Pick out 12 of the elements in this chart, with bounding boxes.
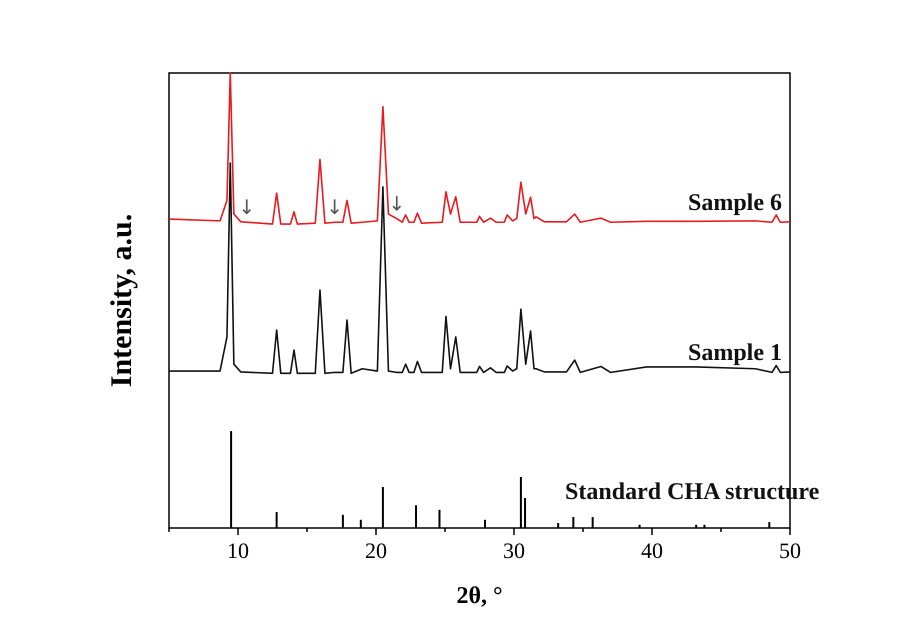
x-axis-title: 2θ, ° bbox=[456, 583, 503, 609]
annotation: ↓ bbox=[388, 192, 406, 216]
series-label: Sample 1 bbox=[688, 340, 782, 366]
annotation: ↓ bbox=[238, 194, 256, 219]
series-label: Sample 6 bbox=[688, 190, 782, 216]
x-tick-label: 40 bbox=[641, 538, 663, 563]
x-tick-label: 10 bbox=[227, 538, 249, 563]
x-tick-label: 30 bbox=[503, 538, 525, 563]
x-tick-label: 50 bbox=[779, 538, 801, 563]
y-axis-title: Intensity, a.u. bbox=[105, 214, 138, 388]
x-tick-label: 20 bbox=[365, 538, 387, 563]
annotation: ↓ bbox=[326, 195, 343, 220]
